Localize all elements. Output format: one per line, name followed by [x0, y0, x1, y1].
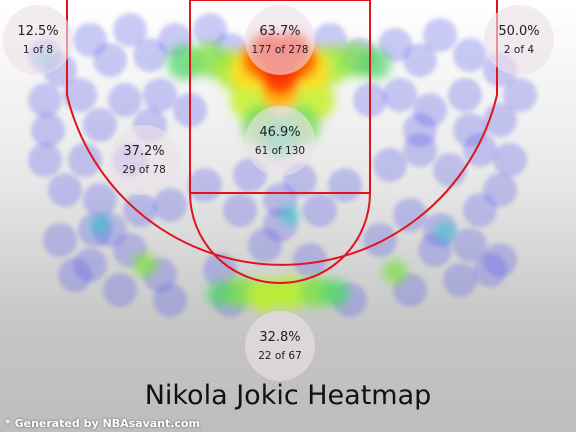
heat-blob [28, 83, 62, 117]
heat-blob [328, 168, 362, 202]
heat-blob [293, 243, 327, 277]
heat-blob [403, 113, 437, 147]
heat-blob [383, 78, 417, 112]
heat-blob [188, 168, 222, 202]
heat-blob [68, 143, 102, 177]
heat-blob [223, 193, 257, 227]
heat-blob [248, 228, 282, 262]
heat-blob [453, 113, 487, 147]
zone-right-corner-three: 50.0% 2 of 4 [484, 5, 554, 75]
zone-pct: 32.8% [259, 330, 301, 345]
heat-blob [503, 78, 537, 112]
hot-blob [435, 222, 455, 242]
hot-blob [224, 276, 256, 308]
zone-pct: 63.7% [259, 24, 301, 39]
heat-blob [133, 38, 167, 72]
credit-text: * Generated by NBAsavant.com [5, 417, 200, 430]
heat-blob [403, 43, 437, 77]
heat-blob [31, 113, 65, 147]
heat-blob [83, 183, 117, 217]
hot-blob [207, 281, 233, 307]
zone-made-attempts: 1 of 8 [22, 44, 54, 56]
heat-blob [28, 143, 62, 177]
zone-pct: 37.2% [123, 144, 165, 159]
zone-left-corner-three: 12.5% 1 of 8 [3, 5, 73, 75]
free-throw-arc [189, 192, 371, 284]
heat-blob [463, 193, 497, 227]
zone-pct: 46.9% [259, 125, 301, 140]
heat-blob [483, 103, 517, 137]
zone-left-mid-range: 37.2% 29 of 78 [109, 125, 179, 195]
heat-blob [363, 223, 397, 257]
heat-blob [453, 38, 487, 72]
heat-blob [123, 193, 157, 227]
zone-made-attempts: 177 of 278 [251, 44, 309, 56]
heat-blob [448, 78, 482, 112]
heat-blob [113, 13, 147, 47]
hot-blob [383, 260, 407, 284]
zone-above-break-three: 32.8% 22 of 67 [245, 311, 315, 381]
zone-made-attempts: 61 of 130 [254, 145, 306, 157]
chart-title: Nikola Jokic Heatmap [144, 380, 432, 411]
heat-blob [48, 173, 82, 207]
heat-blob [393, 198, 427, 232]
heat-blob [483, 243, 517, 277]
heat-blob [203, 253, 237, 287]
hot-blob [133, 253, 157, 277]
three-point-line [66, 0, 498, 266]
hot-blob [273, 276, 307, 310]
zone-made-attempts: 2 of 4 [503, 44, 535, 56]
hot-blob [90, 215, 110, 235]
zone-made-attempts: 22 of 67 [258, 350, 302, 362]
heat-blob [423, 18, 457, 52]
hot-blob [280, 205, 300, 225]
heat-blob [63, 78, 97, 112]
hot-blob [248, 278, 282, 312]
zone-pct: 12.5% [17, 24, 59, 39]
heat-blob [108, 83, 142, 117]
heat-blob [153, 188, 187, 222]
zone-restricted-area: 63.7% 177 of 278 [245, 5, 315, 75]
heat-blob [153, 283, 187, 317]
zone-pct: 50.0% [498, 24, 540, 39]
paint-lane [189, 0, 371, 194]
heat-blob [43, 223, 77, 257]
heat-blob [453, 228, 487, 262]
hot-blob [321, 279, 349, 307]
zone-made-attempts: 29 of 78 [122, 164, 166, 176]
heat-blob [143, 78, 177, 112]
heat-blob [103, 273, 137, 307]
court-lines [66, 0, 498, 284]
heat-blob [303, 193, 337, 227]
heat-blob [373, 148, 407, 182]
heat-blob [433, 153, 467, 187]
heat-blob [58, 258, 92, 292]
heat-blob [493, 143, 527, 177]
heat-blob [443, 263, 477, 297]
zone-paint-non-ra: 46.9% 61 of 130 [245, 106, 315, 176]
hot-blob [359, 48, 391, 80]
heat-blob [83, 108, 117, 142]
heat-blob [93, 43, 127, 77]
